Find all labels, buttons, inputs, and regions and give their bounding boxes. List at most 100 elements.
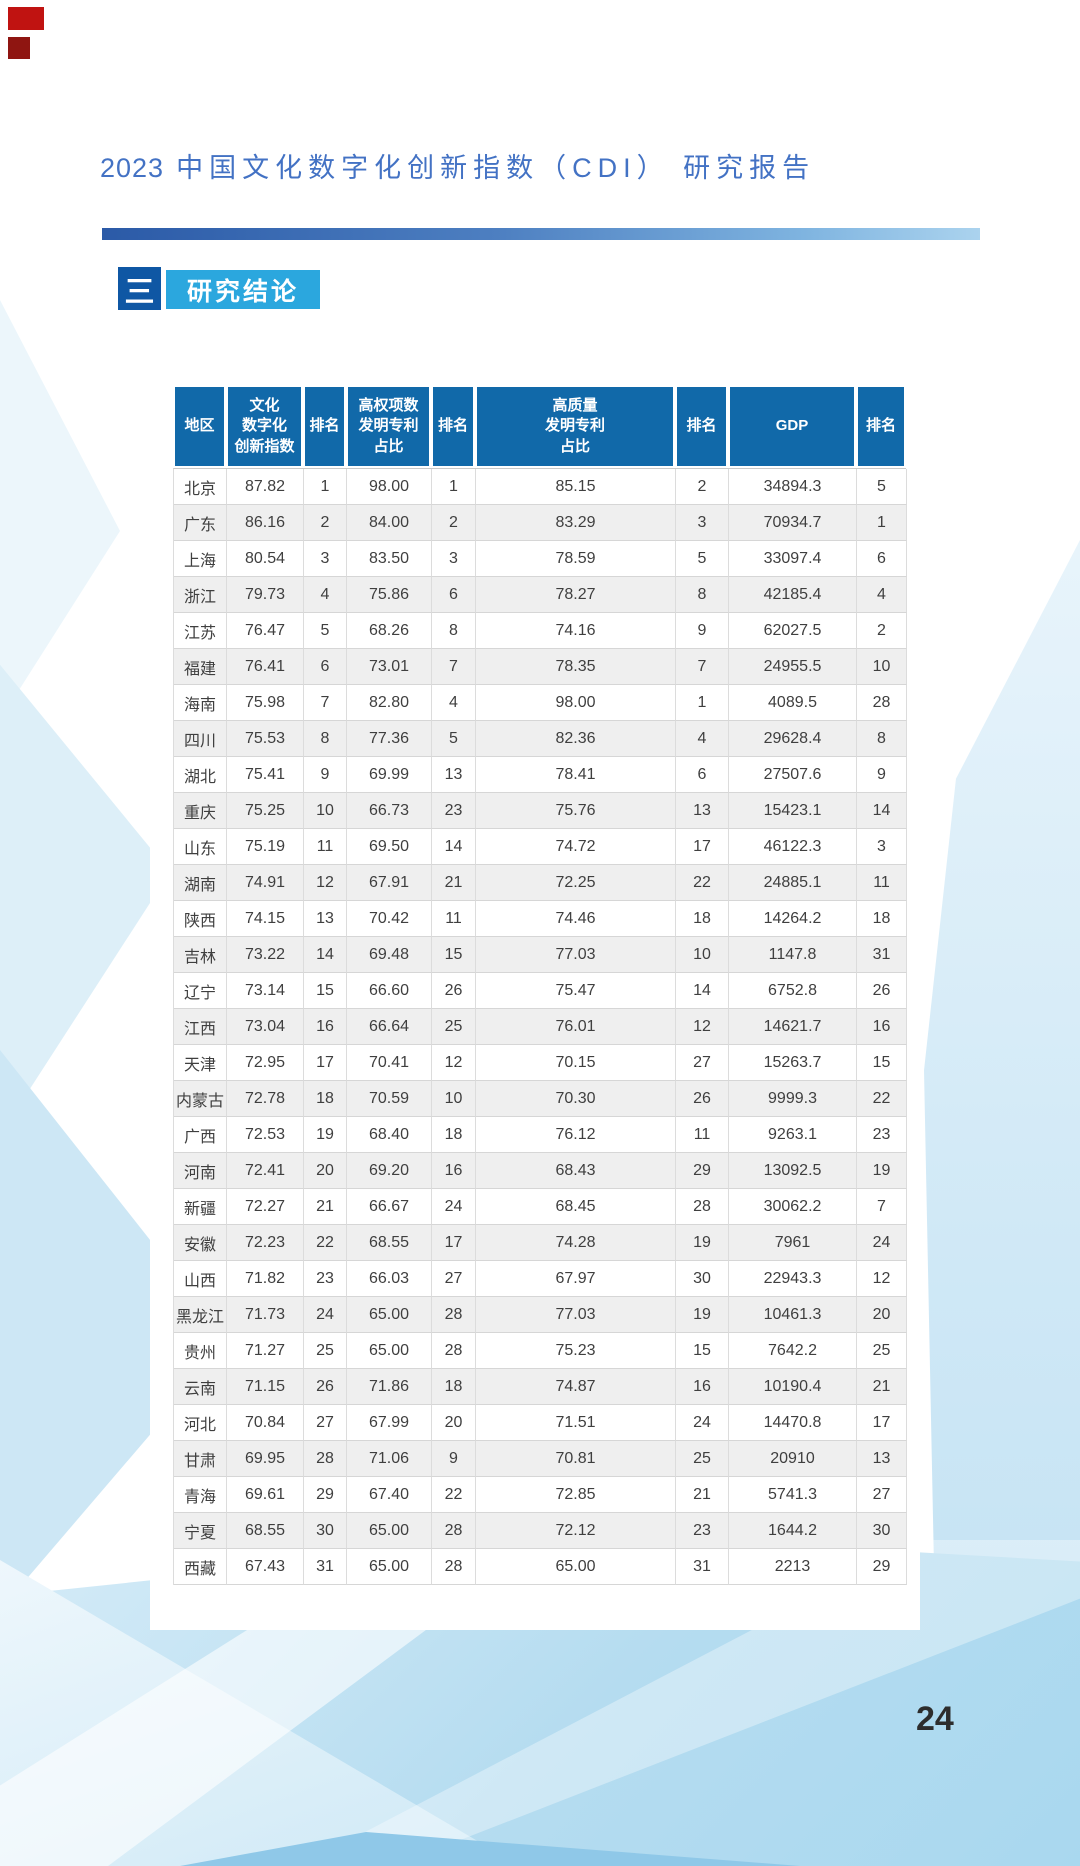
column-header: 地区 xyxy=(173,385,226,468)
table-cell: 重庆 xyxy=(174,793,227,829)
table-cell: 10 xyxy=(304,793,347,829)
table-cell: 15423.1 xyxy=(729,793,857,829)
table-cell: 11 xyxy=(857,865,907,901)
table-row: 山东 75.19 11 69.50 14 74.72 17 46122.3 3 xyxy=(174,829,907,865)
table-cell: 20 xyxy=(857,1297,907,1333)
table-body: 北京 87.82 1 98.00 1 85.15 2 34894.3 5 广东 86.16 2 84.0… xyxy=(173,468,907,1585)
table-cell: 16 xyxy=(432,1153,476,1189)
table-cell: 71.86 xyxy=(347,1369,432,1405)
table-cell: 69.61 xyxy=(227,1477,304,1513)
table-cell: 1 xyxy=(432,469,476,505)
table-row: 江苏 76.47 5 68.26 8 74.16 9 62027.5 2 xyxy=(174,613,907,649)
table-row: 陕西 74.15 13 70.42 11 74.46 18 14264.2 18 xyxy=(174,901,907,937)
table-cell: 1 xyxy=(676,685,729,721)
table-cell: 31 xyxy=(676,1549,729,1585)
table-cell: 29 xyxy=(676,1153,729,1189)
table-cell: 8 xyxy=(432,613,476,649)
table-row: 河南 72.41 20 69.20 16 68.43 29 13092.5 19 xyxy=(174,1153,907,1189)
table-cell: 72.78 xyxy=(227,1081,304,1117)
table-cell: 19 xyxy=(857,1153,907,1189)
table-cell: 67.97 xyxy=(476,1261,676,1297)
table-cell: 16 xyxy=(857,1009,907,1045)
table-cell: 江苏 xyxy=(174,613,227,649)
table-cell: 25 xyxy=(304,1333,347,1369)
table-cell: 77.36 xyxy=(347,721,432,757)
table-cell: 75.47 xyxy=(476,973,676,1009)
table-cell: 72.95 xyxy=(227,1045,304,1081)
table-cell: 28 xyxy=(857,685,907,721)
table-row: 天津 72.95 17 70.41 12 70.15 27 15263.7 15 xyxy=(174,1045,907,1081)
column-header: 排名 xyxy=(675,385,728,468)
table-cell: 20 xyxy=(432,1405,476,1441)
title-gradient-rule xyxy=(102,228,980,240)
table-cell: 28 xyxy=(432,1549,476,1585)
table-cell: 10 xyxy=(676,937,729,973)
table-cell: 4089.5 xyxy=(729,685,857,721)
table-cell: 77.03 xyxy=(476,937,676,973)
table-row: 宁夏 68.55 30 65.00 28 72.12 23 1644.2 30 xyxy=(174,1513,907,1549)
report-title-text: 中国文化数字化创新指数（CDI） 研究报告 xyxy=(176,153,816,183)
table-cell: 75.76 xyxy=(476,793,676,829)
table-cell: 6 xyxy=(857,541,907,577)
table-cell: 辽宁 xyxy=(174,973,227,1009)
table-cell: 14621.7 xyxy=(729,1009,857,1045)
table-cell: 河北 xyxy=(174,1405,227,1441)
table-cell: 福建 xyxy=(174,649,227,685)
table-cell: 70.81 xyxy=(476,1441,676,1477)
table-cell: 65.00 xyxy=(476,1549,676,1585)
table-cell: 30 xyxy=(857,1513,907,1549)
table-cell: 71.06 xyxy=(347,1441,432,1477)
table-cell: 10190.4 xyxy=(729,1369,857,1405)
table-cell: 27 xyxy=(857,1477,907,1513)
report-title-year: 2023 xyxy=(100,153,165,183)
table-cell: 13 xyxy=(304,901,347,937)
table-cell: 19 xyxy=(304,1117,347,1153)
table-cell: 15 xyxy=(432,937,476,973)
table-cell: 76.41 xyxy=(227,649,304,685)
table-cell: 65.00 xyxy=(347,1333,432,1369)
results-table: 地区 文化 数字化 创新指数 排名 高权项数 发明专利 占比 排名 高质量 发明专利 占比… xyxy=(173,385,907,1585)
table-cell: 21 xyxy=(432,865,476,901)
table-cell: 34894.3 xyxy=(729,469,857,505)
table-cell: 2 xyxy=(304,505,347,541)
table-cell: 10 xyxy=(432,1081,476,1117)
table-cell: 7642.2 xyxy=(729,1333,857,1369)
table-cell: 22943.3 xyxy=(729,1261,857,1297)
table-row: 北京 87.82 1 98.00 1 85.15 2 34894.3 5 xyxy=(174,469,907,505)
table-cell: 19 xyxy=(676,1297,729,1333)
table-cell: 7 xyxy=(857,1189,907,1225)
table-cell: 9 xyxy=(857,757,907,793)
table-cell: 75.23 xyxy=(476,1333,676,1369)
table-cell: 67.99 xyxy=(347,1405,432,1441)
table-cell: 9999.3 xyxy=(729,1081,857,1117)
table-cell: 33097.4 xyxy=(729,541,857,577)
table-cell: 3 xyxy=(676,505,729,541)
table-cell: 71.82 xyxy=(227,1261,304,1297)
table-cell: 黑龙江 xyxy=(174,1297,227,1333)
column-header: GDP xyxy=(728,385,856,468)
table-cell: 2 xyxy=(676,469,729,505)
table-cell: 70.59 xyxy=(347,1081,432,1117)
table-cell: 18 xyxy=(432,1369,476,1405)
table-cell: 28 xyxy=(432,1513,476,1549)
table-row: 山西 71.82 23 66.03 27 67.97 30 22943.3 12 xyxy=(174,1261,907,1297)
table-cell: 98.00 xyxy=(347,469,432,505)
table-cell: 2 xyxy=(432,505,476,541)
column-header: 文化 数字化 创新指数 xyxy=(226,385,303,468)
table-cell: 42185.4 xyxy=(729,577,857,613)
table-cell: 70.15 xyxy=(476,1045,676,1081)
table-cell: 16 xyxy=(676,1369,729,1405)
table-cell: 82.36 xyxy=(476,721,676,757)
red-corner-mark xyxy=(8,7,44,30)
table-cell: 5 xyxy=(304,613,347,649)
table-cell: 66.60 xyxy=(347,973,432,1009)
table-cell: 78.35 xyxy=(476,649,676,685)
table-cell: 5 xyxy=(857,469,907,505)
table-row: 湖南 74.91 12 67.91 21 72.25 22 24885.1 11 xyxy=(174,865,907,901)
table-cell: 24 xyxy=(432,1189,476,1225)
table-cell: 74.16 xyxy=(476,613,676,649)
table-cell: 24 xyxy=(304,1297,347,1333)
table-cell: 69.99 xyxy=(347,757,432,793)
table-cell: 20910 xyxy=(729,1441,857,1477)
table-cell: 河南 xyxy=(174,1153,227,1189)
